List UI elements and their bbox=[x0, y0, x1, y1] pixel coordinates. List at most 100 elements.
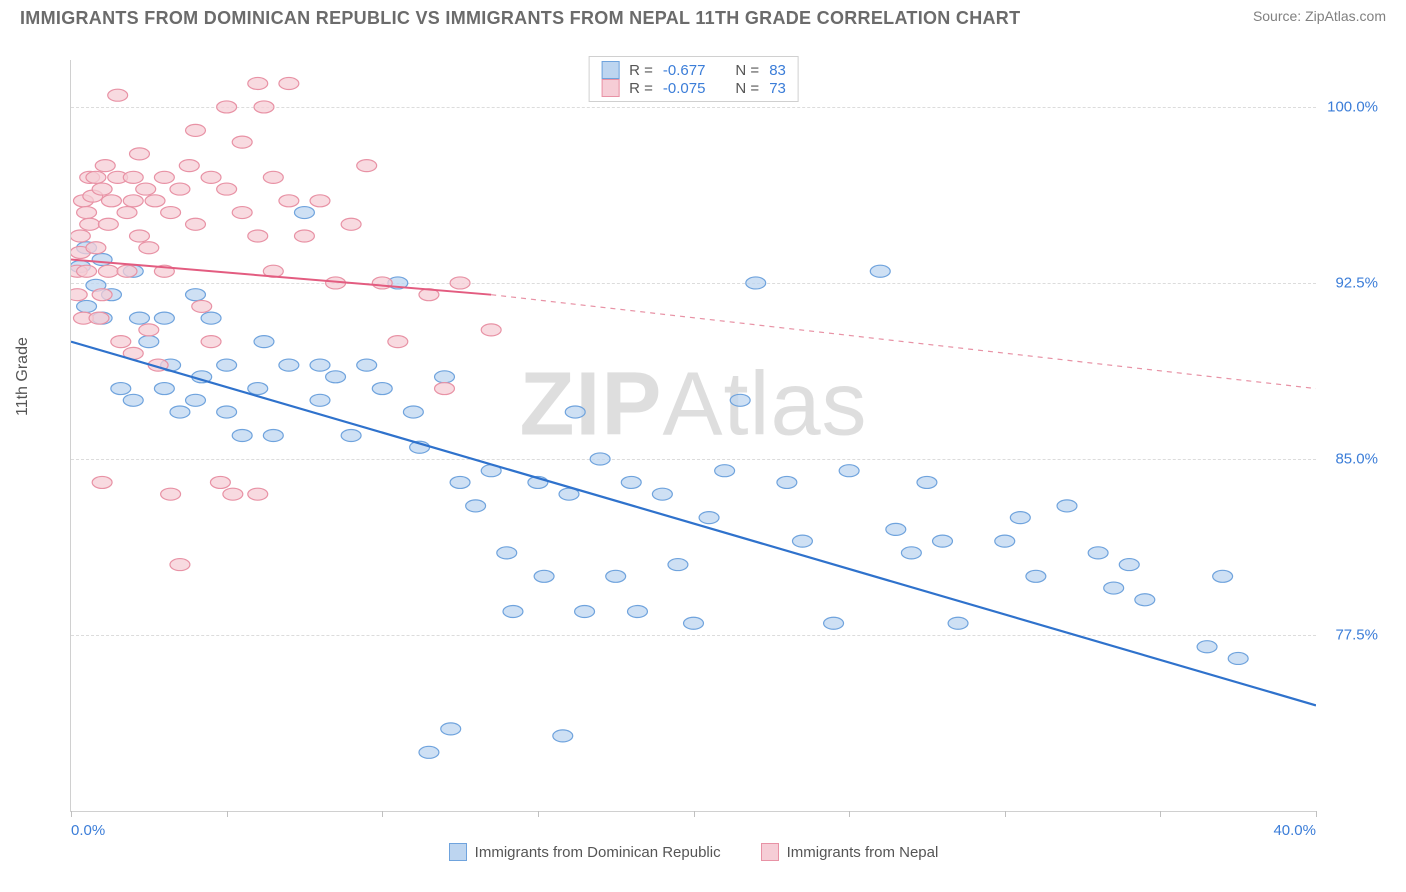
scatter-point bbox=[248, 230, 268, 242]
scatter-point bbox=[201, 171, 221, 183]
scatter-point bbox=[186, 289, 206, 301]
x-tick bbox=[538, 811, 539, 817]
scatter-point bbox=[179, 160, 199, 172]
scatter-point bbox=[102, 195, 122, 207]
scatter-point bbox=[294, 207, 314, 219]
trend-line bbox=[71, 342, 1316, 706]
chart-title: IMMIGRANTS FROM DOMINICAN REPUBLIC VS IM… bbox=[20, 8, 1020, 29]
scatter-point bbox=[145, 195, 165, 207]
scatter-point bbox=[217, 101, 237, 113]
scatter-point bbox=[870, 265, 890, 277]
scatter-point bbox=[123, 171, 143, 183]
x-tick-label: 40.0% bbox=[1273, 822, 1316, 839]
scatter-point bbox=[435, 371, 455, 383]
scatter-point bbox=[248, 488, 268, 500]
scatter-point bbox=[503, 606, 523, 618]
scatter-point bbox=[71, 289, 87, 301]
scatter-point bbox=[217, 406, 237, 418]
scatter-point bbox=[254, 101, 274, 113]
scatter-point bbox=[621, 476, 641, 488]
scatter-point bbox=[217, 359, 237, 371]
source-link[interactable]: ZipAtlas.com bbox=[1305, 8, 1386, 24]
scatter-point bbox=[357, 359, 377, 371]
scatter-point bbox=[886, 523, 906, 535]
scatter-point bbox=[154, 383, 174, 395]
scatter-point bbox=[86, 242, 106, 254]
scatter-point bbox=[123, 394, 143, 406]
legend-label: Immigrants from Dominican Republic bbox=[475, 844, 721, 861]
scatter-point bbox=[419, 746, 439, 758]
scatter-point bbox=[341, 218, 361, 230]
scatter-point bbox=[839, 465, 859, 477]
y-axis-label: 11th Grade bbox=[14, 337, 32, 416]
scatter-point bbox=[441, 723, 461, 735]
scatter-point bbox=[98, 265, 118, 277]
scatter-point bbox=[248, 77, 268, 89]
scatter-point bbox=[388, 336, 408, 348]
scatter-point bbox=[565, 406, 585, 418]
scatter-point bbox=[699, 512, 719, 524]
scatter-point bbox=[652, 488, 672, 500]
scatter-point bbox=[777, 476, 797, 488]
scatter-point bbox=[1135, 594, 1155, 606]
scatter-point bbox=[170, 559, 190, 571]
scatter-point bbox=[450, 476, 470, 488]
x-tick bbox=[227, 811, 228, 817]
scatter-point bbox=[186, 218, 206, 230]
x-tick bbox=[1160, 811, 1161, 817]
scatter-point bbox=[792, 535, 812, 547]
scatter-point bbox=[575, 606, 595, 618]
scatter-point bbox=[606, 570, 626, 582]
y-tick-label: 77.5% bbox=[1335, 626, 1378, 643]
scatter-point bbox=[108, 89, 128, 101]
series-legend: Immigrants from Dominican RepublicImmigr… bbox=[71, 843, 1316, 861]
scatter-point bbox=[92, 253, 112, 265]
scatter-point bbox=[1213, 570, 1233, 582]
x-tick-label: 0.0% bbox=[71, 822, 105, 839]
n-label: N = bbox=[735, 62, 759, 79]
scatter-point bbox=[310, 394, 330, 406]
scatter-point bbox=[77, 300, 97, 312]
scatter-point bbox=[136, 183, 156, 195]
scatter-point bbox=[77, 207, 97, 219]
source-attribution: Source: ZipAtlas.com bbox=[1253, 8, 1386, 24]
scatter-point bbox=[715, 465, 735, 477]
scatter-point bbox=[192, 300, 212, 312]
scatter-point bbox=[294, 230, 314, 242]
x-tick bbox=[694, 811, 695, 817]
legend-item: Immigrants from Dominican Republic bbox=[449, 843, 721, 861]
scatter-point bbox=[98, 218, 118, 230]
scatter-point bbox=[139, 324, 159, 336]
scatter-point bbox=[372, 277, 392, 289]
scatter-point bbox=[232, 136, 252, 148]
scatter-point bbox=[117, 265, 137, 277]
scatter-point bbox=[403, 406, 423, 418]
scatter-point bbox=[130, 230, 150, 242]
scatter-svg bbox=[71, 60, 1316, 811]
scatter-point bbox=[1057, 500, 1077, 512]
scatter-point bbox=[139, 336, 159, 348]
scatter-point bbox=[92, 289, 112, 301]
scatter-point bbox=[341, 429, 361, 441]
scatter-point bbox=[92, 476, 112, 488]
scatter-point bbox=[201, 336, 221, 348]
scatter-point bbox=[161, 207, 181, 219]
scatter-point bbox=[1197, 641, 1217, 653]
trend-line bbox=[491, 295, 1316, 389]
y-tick-label: 92.5% bbox=[1335, 274, 1378, 291]
scatter-point bbox=[279, 195, 299, 207]
x-tick bbox=[1005, 811, 1006, 817]
scatter-point bbox=[279, 359, 299, 371]
scatter-point bbox=[357, 160, 377, 172]
r-label: R = bbox=[629, 80, 653, 97]
legend-row: R = -0.677N = 83 bbox=[601, 61, 786, 79]
scatter-point bbox=[326, 371, 346, 383]
scatter-point bbox=[123, 195, 143, 207]
scatter-point bbox=[1104, 582, 1124, 594]
legend-swatch bbox=[601, 79, 619, 97]
scatter-point bbox=[170, 406, 190, 418]
scatter-point bbox=[1088, 547, 1108, 559]
n-label: N = bbox=[735, 80, 759, 97]
scatter-point bbox=[232, 429, 252, 441]
plot-region: ZIPAtlas R = -0.677N = 83R = -0.075N = 7… bbox=[70, 60, 1316, 812]
